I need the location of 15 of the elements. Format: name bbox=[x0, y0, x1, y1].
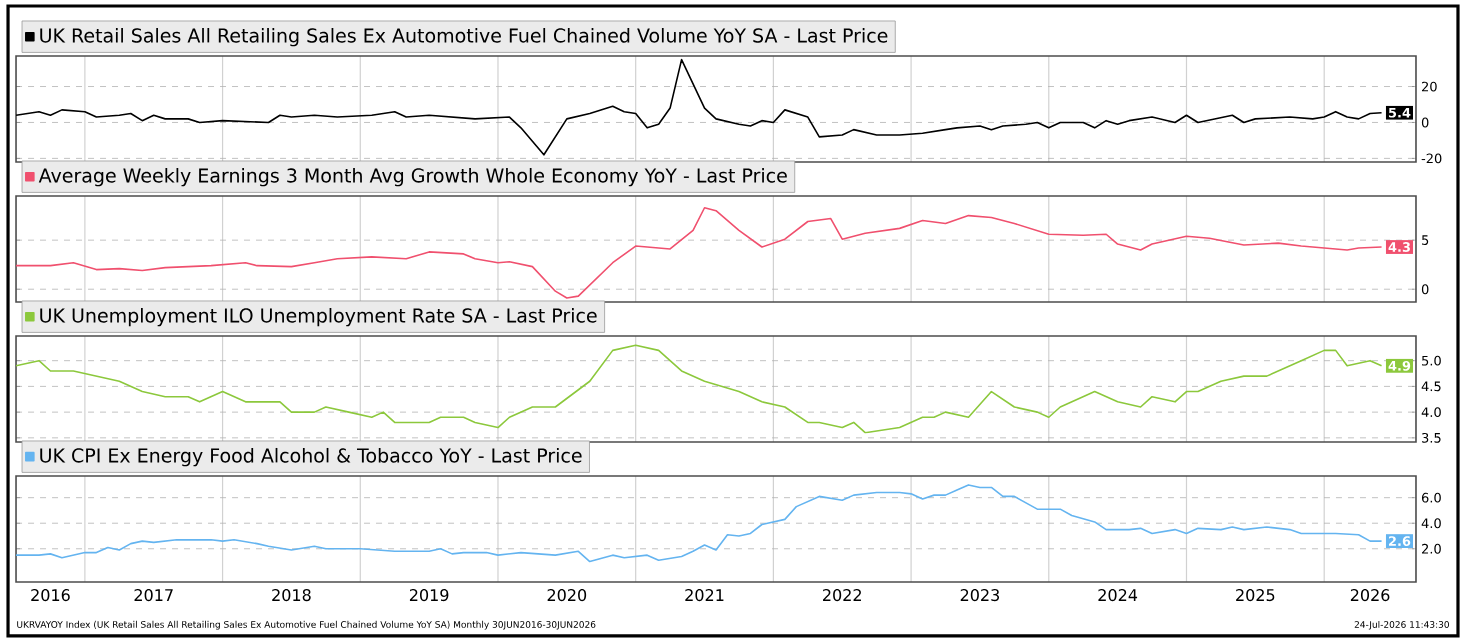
legend-label: UK Unemployment ILO Unemployment Rate SA - Last Price bbox=[40, 307, 597, 327]
x-tick-label: 2023 bbox=[960, 589, 1000, 602]
x-tick-label: 2021 bbox=[685, 589, 724, 602]
x-tick-label: 2025 bbox=[1236, 589, 1275, 602]
x-tick-label: 2026 bbox=[1350, 589, 1390, 602]
x-tick-label: 2024 bbox=[1098, 589, 1138, 602]
x-tick-label: 2019 bbox=[409, 589, 449, 602]
x-tick-label: 2020 bbox=[547, 589, 587, 602]
x-tick-label: 2022 bbox=[823, 589, 861, 602]
x-tick-label: 2016 bbox=[31, 589, 70, 602]
legend-label: UK Retail Sales All Retailing Sales Ex Automotive Fuel Chained Volume YoY SA - Last Price bbox=[40, 27, 888, 47]
legend-label: UK CPI Ex Energy Food Alcohol & Tobacco YoY - Last Price bbox=[40, 447, 582, 467]
x-tick-label: 2017 bbox=[134, 589, 173, 602]
x-tick-label: 2018 bbox=[272, 589, 311, 602]
legend-label: Average Weekly Earnings 3 Month Avg Growth Whole Economy YoY - Last Price bbox=[38, 167, 787, 187]
